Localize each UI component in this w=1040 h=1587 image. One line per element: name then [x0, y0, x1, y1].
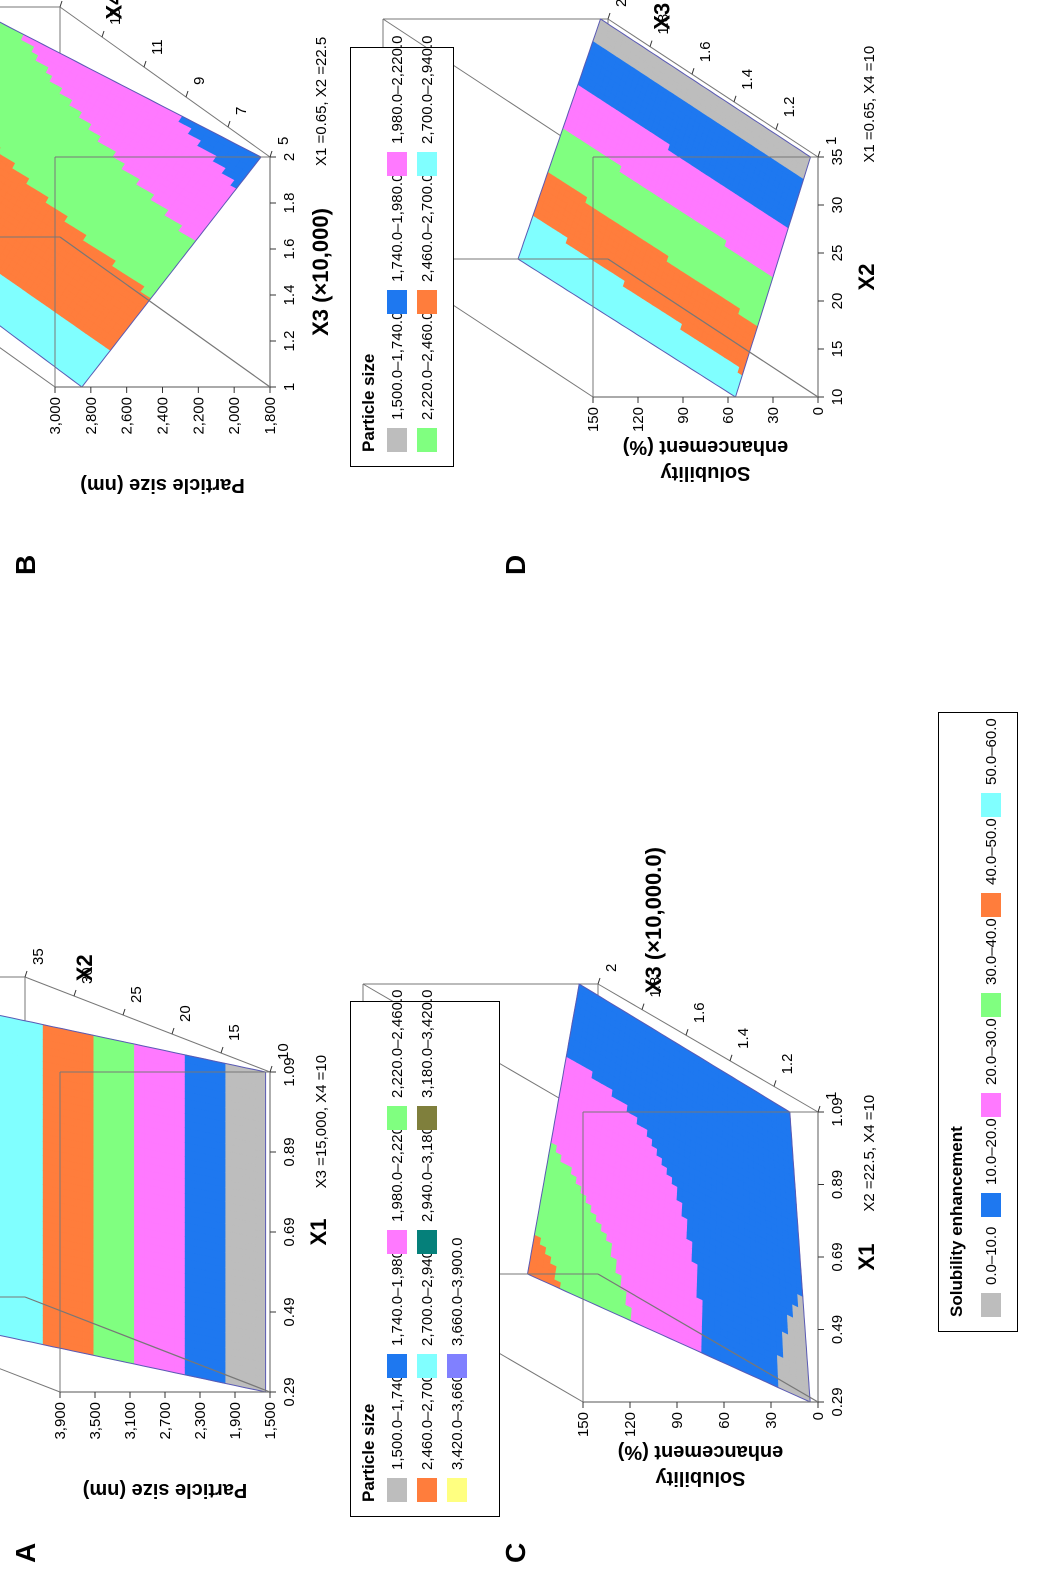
surface-patch: [0, 1086, 3, 1097]
y-tick-label: 7: [233, 107, 250, 115]
x-tick-label: 1.09: [281, 1057, 298, 1086]
y-tick-label: 20: [177, 1005, 194, 1022]
surface-patch: [0, 1260, 3, 1271]
surface-patch: [0, 1144, 3, 1155]
surface-patch: [0, 1056, 3, 1068]
x-axis-title: X3 (×10,000): [308, 208, 333, 336]
surface-patch: [0, 1202, 3, 1213]
surface-patch: [0, 1115, 3, 1126]
z-tick-label: 2,700: [157, 1402, 174, 1440]
y-tick-mark: [227, 120, 231, 128]
surface-patch: [0, 1064, 3, 1075]
x-tick-label: 1: [281, 383, 298, 391]
surface-patch: [0, 1107, 3, 1119]
x-tick-label: 0.29: [281, 1377, 298, 1406]
surface-patch: [0, 1289, 3, 1300]
y-tick-mark: [171, 1027, 175, 1035]
y-tick-label: 11: [149, 39, 166, 55]
y-tick-mark: [73, 989, 77, 997]
z-tick-label: 1,800: [262, 397, 279, 435]
x-tick-label: 0.89: [281, 1137, 298, 1166]
surface-plot-a: 0.290.490.690.891.091015202530351,5001,9…: [0, 948, 331, 1501]
y-tick-mark: [220, 1046, 224, 1054]
surface-patch: [0, 1304, 3, 1315]
z-tick-label: 2,400: [155, 397, 172, 435]
z-tick-label: 3,000: [47, 397, 64, 435]
z-tick-label: 2,200: [190, 397, 207, 435]
surface-patch: [0, 1180, 3, 1191]
y-tick-mark: [59, 0, 63, 8]
surface-patch: [0, 1216, 3, 1228]
surface-patch: [0, 1158, 3, 1169]
y-tick-mark: [185, 90, 189, 98]
surface-patch: [0, 1275, 3, 1286]
y-tick-label: 5: [275, 137, 292, 145]
surface-patch: [0, 1078, 3, 1089]
surface-patch: [0, 1173, 3, 1184]
surface-patch: [0, 1071, 3, 1082]
z-tick-label: 2,000: [226, 397, 243, 435]
surface-patch: [0, 1267, 3, 1279]
surface-patch: [0, 1224, 3, 1235]
surface-patch: [0, 1136, 3, 1148]
x-tick-label: 1.6: [281, 239, 298, 260]
x-axis-title: X1: [306, 1219, 331, 1246]
z-tick-label: 2,800: [83, 397, 100, 435]
x-tick-label: 2: [281, 153, 298, 161]
y-tick-mark: [143, 60, 147, 68]
surface-patch: [0, 1122, 3, 1133]
fixed-factors-caption: X1 =0.65, X2 =22.5: [313, 37, 330, 166]
z-tick-label: 1,500: [262, 1402, 279, 1440]
y-axis-title: X4: [102, 0, 127, 20]
surface-plot-b: 11.21.41.61.825791113151,8002,0002,2002,…: [0, 0, 333, 496]
y-tick-mark: [269, 1065, 273, 1073]
box-edge: [24, 976, 271, 1073]
surface-patch: [0, 1246, 3, 1257]
z-tick-label: 3,500: [87, 1402, 104, 1440]
z-tick-label: 2,600: [119, 397, 136, 435]
z-axis-title: Particle size (nm): [83, 1479, 248, 1501]
y-tick-mark: [122, 1008, 126, 1016]
y-tick-mark: [269, 150, 273, 158]
surface-patch: [0, 1151, 3, 1162]
y-tick-mark: [24, 970, 28, 978]
surface-patch: [0, 1209, 3, 1220]
surface-patch: [0, 1282, 3, 1293]
y-tick-label: 35: [30, 948, 47, 965]
x-tick-label: 1.4: [281, 285, 298, 306]
x-tick-label: 0.49: [281, 1297, 298, 1326]
surface-patch: [0, 1238, 3, 1249]
surface-patch: [0, 1318, 3, 1329]
surface-patch: [0, 1311, 3, 1322]
surface-patch: [0, 1187, 3, 1199]
surface-patch: [0, 1100, 3, 1111]
x-tick-label: 1.8: [281, 193, 298, 214]
surface-patch: [0, 1166, 3, 1177]
z-tick-label: 3,900: [52, 1402, 69, 1440]
y-axis-title: X2: [72, 954, 97, 981]
surface-patch: [0, 1253, 3, 1264]
z-tick-label: 3,100: [122, 1402, 139, 1440]
z-axis-title: Particle size (nm): [80, 474, 245, 496]
y-tick-label: 15: [226, 1024, 243, 1041]
surface-patch: [0, 1129, 3, 1140]
x-tick-label: 0.69: [281, 1217, 298, 1246]
surface-patch: [0, 1231, 3, 1242]
surface-patch: [0, 1296, 3, 1308]
x-tick-label: 1.2: [281, 331, 298, 352]
z-tick-label: 1,900: [227, 1402, 244, 1440]
surface-patch: [0, 1195, 3, 1206]
y-tick-label: 9: [191, 77, 208, 85]
y-tick-label: 10: [275, 1043, 292, 1060]
y-tick-label: 25: [128, 986, 145, 1003]
surface-patch: [0, 1093, 3, 1104]
y-tick-mark: [101, 30, 105, 38]
fixed-factors-caption: X3 =15,000, X4 =10: [313, 1055, 330, 1188]
z-tick-label: 2,300: [192, 1402, 209, 1440]
surface-patch: [0, 1326, 3, 1337]
